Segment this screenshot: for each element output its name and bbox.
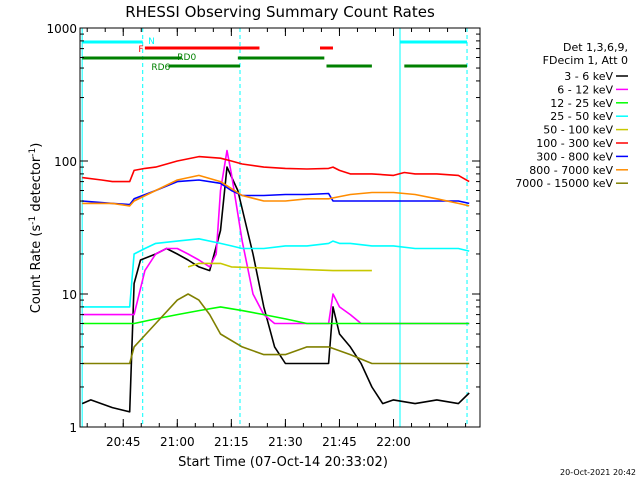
chart-title: RHESSI Observing Summary Count Rates <box>125 3 435 21</box>
legend-header: Det 1,3,6,9, <box>563 41 628 54</box>
series-line <box>82 174 470 207</box>
series-line <box>82 293 470 365</box>
y-tick-label: 10 <box>62 288 77 302</box>
footer-timestamp: 20-Oct-2021 20:42 <box>560 468 636 477</box>
y-axis-label: Count Rate (s-1 detector-1) <box>28 143 44 314</box>
flag-label: N <box>148 37 155 47</box>
legend-label: 800 - 7000 keV <box>529 164 613 177</box>
flag-label: RD6 <box>151 63 170 73</box>
legend-label: 12 - 25 keV <box>550 97 613 110</box>
y-axis-label-main: Count Rate (s <box>29 225 44 314</box>
x-tick-label: 21:00 <box>160 435 195 449</box>
y-axis-label-mid: detector <box>29 156 44 216</box>
axis-layer: 1 10 100 1000 20:45 21:00 21:15 21:30 21:45 22:00 <box>46 22 480 449</box>
legend-label: 25 - 50 keV <box>550 110 613 123</box>
x-tick-label: 21:45 <box>322 435 357 449</box>
y-axis-label-sup1: -1 <box>28 216 38 225</box>
plot-frame <box>79 27 481 428</box>
x-tick-label: 22:00 <box>376 435 411 449</box>
y-axis-label-end: ) <box>29 143 44 148</box>
legend-label: 3 - 6 keV <box>564 70 613 83</box>
legend-label: 50 - 100 keV <box>543 124 613 137</box>
legend-label: 7000 - 15000 keV <box>515 177 613 190</box>
x-tick-label: 21:30 <box>268 435 303 449</box>
x-tick-label: 20:45 <box>106 435 141 449</box>
x-axis-label: Start Time (07-Oct-14 20:33:02) <box>178 455 388 470</box>
legend-label: 300 - 800 keV <box>536 150 613 163</box>
y-tick-label: 100 <box>54 155 77 169</box>
flag-label: F <box>138 45 143 55</box>
x-tick-label: 21:15 <box>214 435 249 449</box>
legend-label: 6 - 12 keV <box>557 83 613 96</box>
series-line <box>81 166 470 413</box>
series-line <box>82 155 470 183</box>
y-tick-label: 1 <box>69 421 77 435</box>
series-line <box>82 238 470 308</box>
flag-label: RD0 <box>177 53 196 63</box>
y-axis-label-sup2: -1 <box>28 148 38 157</box>
series-line <box>82 306 470 325</box>
legend-header: FDecim 1, Att 0 <box>543 54 628 67</box>
legend-label: 100 - 300 keV <box>536 137 613 150</box>
series-line <box>187 262 372 272</box>
plot-layer: NF RD0 RD6 <box>81 28 470 427</box>
y-tick-label: 1000 <box>46 22 77 36</box>
